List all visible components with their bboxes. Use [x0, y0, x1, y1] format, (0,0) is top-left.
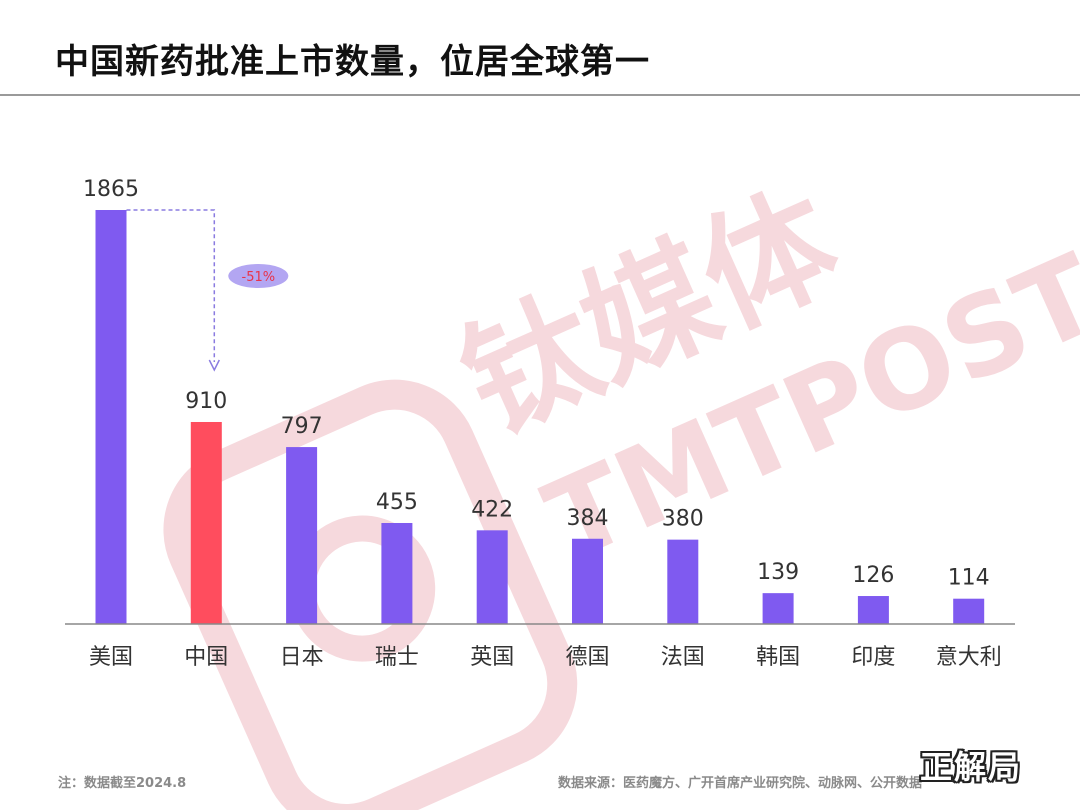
- value-label-2: 797: [281, 414, 323, 439]
- value-label-5: 384: [567, 506, 609, 531]
- value-label-7: 139: [757, 560, 799, 585]
- footnote: 注：数据截至2024.8: [58, 776, 187, 791]
- bar-series: 1865 美国 910 中国 797 日本 455 瑞士 422 英国 384 德国 380 法国 139 韩…: [83, 177, 1002, 670]
- value-label-8: 126: [852, 563, 894, 588]
- arrow-head: [208, 359, 220, 372]
- category-label-6: 法国: [661, 645, 705, 670]
- bar-5: [572, 538, 603, 624]
- bar-7: [762, 593, 794, 624]
- category-label-0: 美国: [89, 645, 133, 670]
- bar-6: [667, 539, 699, 624]
- category-label-4: 英国: [470, 645, 514, 670]
- bar-2: [286, 447, 318, 624]
- category-label-1: 中国: [184, 645, 228, 670]
- difference-label: -51%: [242, 270, 276, 285]
- category-label-9: 意大利: [936, 645, 1002, 670]
- difference-annotation: -51%: [126, 209, 289, 372]
- bar-4: [476, 530, 508, 624]
- dashed-connector: [126, 209, 216, 362]
- bar-9: [953, 598, 985, 624]
- category-label-5: 德国: [565, 645, 609, 670]
- category-label-2: 日本: [280, 645, 324, 670]
- value-label-1: 910: [185, 389, 227, 414]
- difference-badge: [228, 264, 289, 288]
- value-label-4: 422: [471, 497, 513, 522]
- bar-8: [857, 596, 889, 624]
- title-divider: [0, 94, 1080, 96]
- page-title: 中国新药批准上市数量，位居全球第一: [55, 42, 650, 82]
- value-label-6: 380: [662, 507, 704, 532]
- data-source: 数据来源：医药魔方、广开首席产业研究院、动脉网、公开数据: [558, 776, 923, 791]
- value-label-0: 1865: [83, 177, 139, 202]
- value-label-3: 455: [376, 490, 418, 515]
- category-label-7: 韩国: [756, 645, 800, 670]
- category-label-3: 瑞士: [375, 645, 419, 670]
- category-label-8: 印度: [851, 645, 895, 670]
- bar-1: [190, 421, 222, 624]
- bar-3: [381, 522, 413, 624]
- corner-watermark: 正解局: [920, 748, 1023, 786]
- bar-0: [95, 210, 127, 624]
- value-label-9: 114: [948, 566, 990, 591]
